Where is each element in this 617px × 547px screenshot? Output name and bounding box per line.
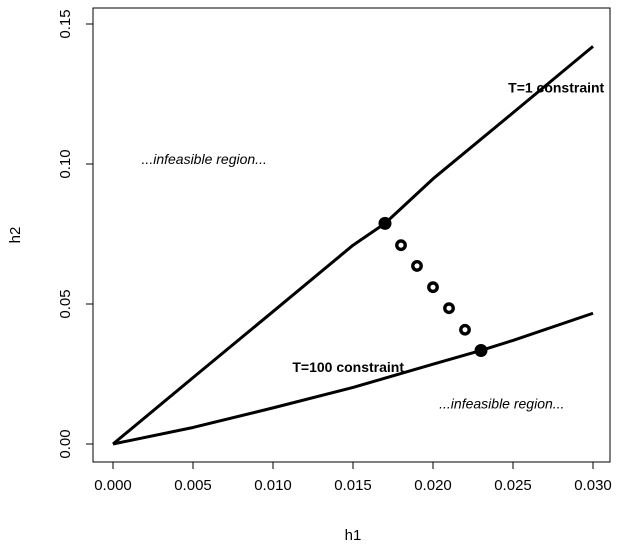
- points-layer: [378, 216, 488, 357]
- intermediate-point-marker: [443, 302, 455, 315]
- x-tick-label: 0.015: [334, 477, 372, 494]
- plot-frame: [92, 7, 611, 463]
- y-tick-label: 0.15: [57, 9, 74, 38]
- y-tick-label: 0.10: [57, 149, 74, 178]
- intermediate-point-marker: [395, 239, 407, 252]
- x-tick-label: 0.005: [174, 477, 212, 494]
- y-tick-label: 0.05: [57, 289, 74, 318]
- annotations-layer: T=1 constraint T=100 constraint ...infeasi…: [142, 80, 605, 412]
- intermediate-point-marker: [427, 281, 439, 294]
- series-layer: [112, 45, 594, 446]
- annotation-label: ...infeasible region...: [439, 396, 564, 412]
- annotation-label: T=1 constraint: [508, 80, 604, 96]
- y-axis: 0.00 0.05 0.10 0.15: [57, 9, 94, 459]
- intermediate-point-marker: [411, 260, 423, 272]
- x-tick-label: 0.000: [94, 477, 132, 494]
- y-axis-title: h2: [7, 227, 24, 244]
- x-axis-title: h1: [345, 527, 362, 544]
- series-line-t100: [112, 311, 594, 446]
- endpoint-marker: [474, 343, 488, 357]
- y-tick-label: 0.00: [57, 429, 74, 458]
- x-axis: 0.000 0.005 0.010 0.015 0.020 0.025 0.030: [94, 461, 612, 494]
- x-tick-label: 0.025: [494, 477, 532, 494]
- x-tick-label: 0.030: [574, 477, 612, 494]
- endpoint-marker: [378, 216, 392, 230]
- x-tick-label: 0.010: [254, 477, 292, 494]
- x-tick-label: 0.020: [414, 477, 452, 494]
- intermediate-point-marker: [459, 323, 471, 336]
- annotation-label: T=100 constraint: [292, 359, 404, 375]
- annotation-label: ...infeasible region...: [142, 151, 267, 167]
- series-line-t1: [112, 45, 594, 446]
